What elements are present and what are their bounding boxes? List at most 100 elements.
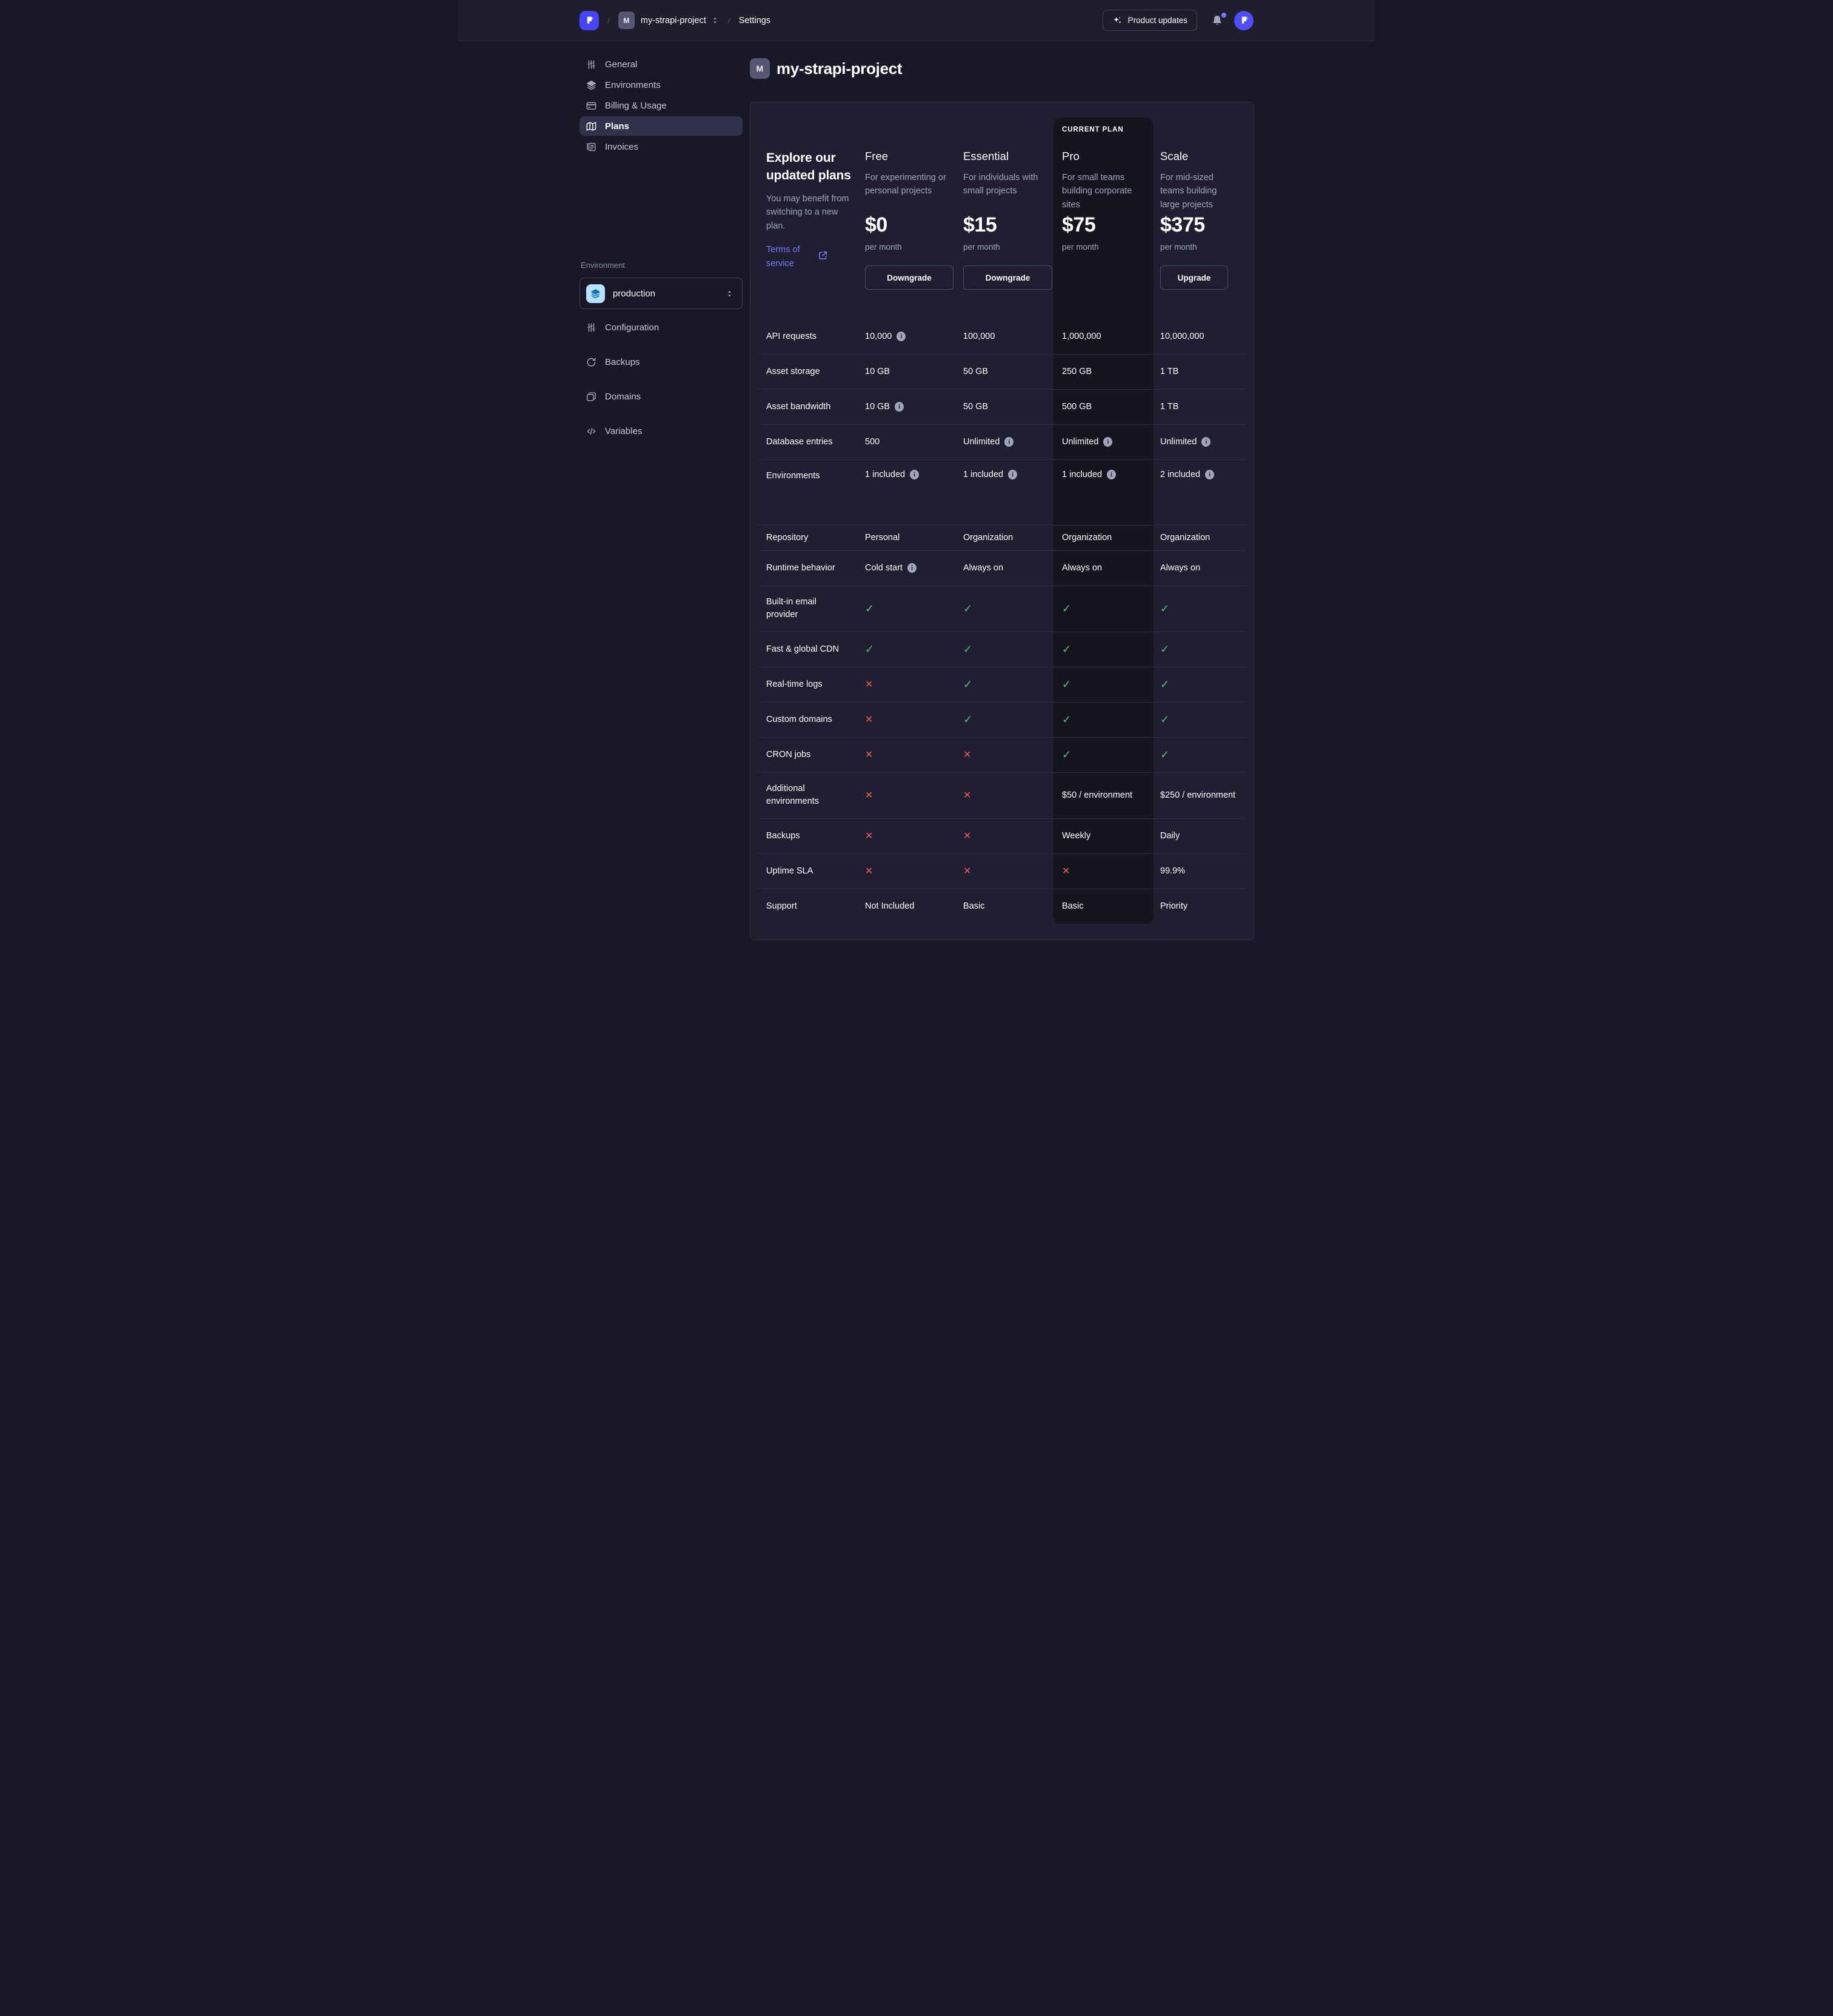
plan-description: For mid-sized teams building large proje… (1160, 173, 1217, 210)
feature-label: Repository (766, 532, 809, 542)
feature-value: Always on (1160, 563, 1238, 573)
downgrade-button-essential[interactable]: Downgrade (963, 265, 1052, 290)
plan-period: per month (963, 242, 1000, 252)
sidebar-item-plans[interactable]: Plans (579, 116, 743, 136)
info-icon[interactable]: i (896, 332, 906, 342)
current-plan-badge: CURRENT PLAN (1062, 126, 1124, 133)
page-header: M my-strapi-project (750, 58, 1254, 79)
terms-of-service-link[interactable]: Terms of service (766, 243, 845, 270)
plan-column-pro: CURRENT PLAN Pro For small teams building … (1062, 124, 1160, 290)
sidebar-item-configuration[interactable]: Configuration (579, 318, 743, 337)
topbar: / M my-strapi-project / Settings Product… (458, 0, 1375, 41)
cross-icon: ✕ (865, 750, 873, 761)
feature-value: Always on (1062, 563, 1160, 573)
breadcrumb-section[interactable]: Settings (738, 15, 771, 25)
feature-value-text: Priority (1160, 901, 1188, 912)
feature-value-text: Organization (963, 533, 1013, 543)
info-icon[interactable]: i (1201, 437, 1211, 447)
cross-icon: ✕ (865, 831, 873, 842)
sidebar-item-label: Variables (605, 426, 643, 436)
plans-intro-title: Explore our updated plans (766, 151, 851, 182)
feature-value: ✕ (963, 749, 1062, 761)
feature-label: Database entries (766, 436, 833, 447)
check-icon: ✓ (963, 643, 973, 655)
environment-select[interactable]: production (579, 278, 743, 309)
check-icon: ✓ (1062, 643, 1072, 655)
feature-value: ✕ (865, 865, 963, 877)
info-icon[interactable]: i (907, 563, 917, 573)
notification-dot (1221, 12, 1226, 18)
plan-description: For experimenting or personal projects (865, 173, 946, 196)
feature-value: $250 / environment (1160, 790, 1238, 800)
info-icon[interactable]: i (1008, 470, 1018, 480)
code-icon (586, 426, 597, 437)
avatar[interactable] (1234, 10, 1254, 30)
feature-value-text: Organization (1160, 533, 1210, 543)
sidebar-item-general[interactable]: General (579, 55, 743, 74)
info-icon[interactable]: i (1205, 470, 1215, 480)
feature-label: Asset bandwidth (766, 401, 831, 412)
feature-value-text: 10,000 (865, 332, 892, 342)
feature-label: Environments (766, 471, 820, 481)
strapi-logo[interactable] (579, 10, 599, 30)
feature-value-text: 1 included (963, 470, 1004, 480)
check-icon: ✓ (1160, 678, 1170, 690)
feature-row-built-in-email-provider: Built-in email provider ✓ ✓ ✓ ✓ (750, 586, 1254, 632)
plans-intro-subtitle: You may benefit from switching to a new … (766, 193, 849, 231)
check-icon: ✓ (1160, 602, 1170, 615)
sidebar-item-label: Environments (605, 79, 661, 90)
environment-value: production (613, 288, 656, 299)
feature-value-text: 1 TB (1160, 402, 1179, 412)
feature-value-text: 50 GB (963, 402, 989, 412)
breadcrumb-project[interactable]: my-strapi-project (640, 15, 706, 25)
notifications-button[interactable] (1210, 12, 1226, 28)
feature-value: ✕ (963, 789, 1062, 801)
cross-icon: ✕ (865, 679, 873, 690)
project-switcher-icon[interactable] (710, 16, 720, 25)
feature-value-text: $250 / environment (1160, 790, 1236, 801)
feature-value-text: Personal (865, 533, 900, 543)
sparkles-icon (1112, 15, 1123, 25)
feature-value: ✓ (963, 602, 1062, 615)
info-icon[interactable]: i (1103, 437, 1113, 447)
cross-icon: ✕ (865, 790, 873, 801)
sidebar-item-variables[interactable]: Variables (579, 421, 743, 441)
sidebar-item-label: Configuration (605, 322, 659, 333)
feature-value: Organization (1062, 533, 1160, 542)
breadcrumb-separator: / (607, 15, 610, 25)
sidebar-item-label: Domains (605, 391, 641, 402)
feature-label: Built-in email provider (766, 597, 816, 620)
plan-price: $75 (1062, 213, 1096, 237)
info-icon[interactable]: i (910, 470, 920, 480)
sidebar-item-billing-usage[interactable]: Billing & Usage (579, 96, 743, 115)
refresh-icon (586, 356, 597, 368)
credit-card-icon (586, 100, 597, 112)
product-updates-button[interactable]: Product updates (1102, 10, 1197, 31)
feature-label: Backups (766, 830, 800, 841)
current-plan-highlight (1053, 118, 1154, 924)
plan-column-scale: Scale For mid-sized teams building large … (1160, 124, 1238, 290)
plan-column-free: Free For experimenting or personal projec… (865, 124, 963, 290)
sidebar-item-domains[interactable]: Domains (579, 387, 743, 406)
feature-row-environments: Environments 1 included i 1 included i 1 incl… (750, 459, 1254, 525)
info-icon[interactable]: i (1107, 470, 1117, 480)
downgrade-button-free[interactable]: Downgrade (865, 265, 953, 290)
plan-name: Pro (1062, 150, 1080, 162)
feature-value: 100,000 (963, 332, 1062, 341)
upgrade-button-scale[interactable]: Upgrade (1160, 265, 1228, 290)
sidebar-item-invoices[interactable]: Invoices (579, 137, 743, 156)
sidebar-item-backups[interactable]: Backups (579, 352, 743, 372)
feature-value: Basic (963, 901, 1062, 911)
sidebar: General Environments Billing & Usage Plans I… (579, 41, 743, 456)
feature-value-text: Not Included (865, 901, 915, 912)
feature-row-uptime-sla: Uptime SLA ✕ ✕ ✕ 99.9% (750, 853, 1254, 889)
feature-label: Fast & global CDN (766, 644, 840, 654)
info-icon[interactable]: i (895, 402, 904, 412)
feature-value: 500 GB (1062, 402, 1160, 412)
feature-value-text: Unlimited (1160, 437, 1197, 447)
sidebar-item-environments[interactable]: Environments (579, 75, 743, 95)
feature-value: Unlimited i (1062, 437, 1160, 447)
check-icon: ✓ (1062, 713, 1072, 726)
info-icon[interactable]: i (1004, 437, 1014, 447)
feature-label: API requests (766, 331, 817, 341)
